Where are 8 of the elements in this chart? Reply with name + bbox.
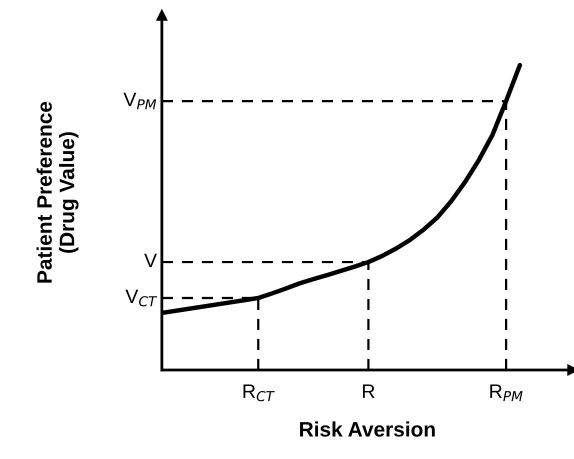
y-axis-title: Patient Preference (Drug Value) — [36, 102, 79, 283]
ref-line-label: V — [144, 254, 157, 268]
x-tick-label: R — [362, 384, 375, 398]
x-tick-label: R$_{CT}$ — [244, 384, 275, 402]
x-axis-title: Risk Aversion — [300, 421, 435, 437]
ref-line-label: V$_{CT}$ — [125, 290, 158, 306]
x-tick-label: R$_{PM}$ — [490, 384, 523, 402]
ref-line-label: V$_{PM}$ — [123, 92, 156, 110]
